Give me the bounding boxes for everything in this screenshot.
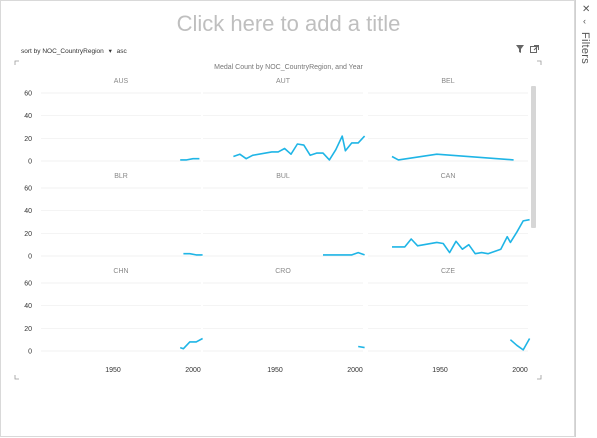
series-line-chn xyxy=(179,337,203,350)
title-placeholder[interactable]: Click here to add a title xyxy=(176,11,401,36)
resize-handle xyxy=(537,60,542,65)
sort-field[interactable]: NOC_CountryRegion xyxy=(42,48,104,55)
panel-title: AUT xyxy=(276,78,291,85)
chevron-left-icon[interactable]: ‹ xyxy=(583,16,586,26)
resize-handle xyxy=(537,375,542,380)
x-tick-label: 1950 xyxy=(267,367,283,374)
panel-title: BEL xyxy=(441,78,454,85)
y-tick-label: 60 xyxy=(24,186,32,193)
series-line-aut xyxy=(233,135,366,161)
filters-label[interactable]: Filters xyxy=(579,32,591,65)
y-tick-label: 60 xyxy=(24,281,32,288)
panel-title: BLR xyxy=(114,173,128,180)
small-multiples-chart: AUS 0 20 40 60 AUT BEL BLR 0 20 40 60 BUL CAN CHN 0 20 40… xyxy=(14,60,542,380)
sort-order[interactable]: asc xyxy=(116,48,127,55)
y-tick-label: 60 xyxy=(24,91,32,98)
panel-title: AUS xyxy=(114,78,129,85)
y-tick-label: 40 xyxy=(24,208,32,215)
x-tick-label: 2000 xyxy=(512,367,528,374)
resize-handle xyxy=(14,60,19,65)
filters-pane[interactable]: ✕ ‹ Filters xyxy=(575,0,597,437)
scrollbar-thumb xyxy=(531,86,536,228)
y-tick-label: 40 xyxy=(24,113,32,120)
panel-title: BUL xyxy=(276,173,290,180)
y-tick-label: 40 xyxy=(24,303,32,310)
resize-handle xyxy=(14,375,19,380)
y-tick-label: 0 xyxy=(28,349,32,356)
series-line-can xyxy=(392,218,530,255)
popout-icon[interactable] xyxy=(529,45,539,55)
close-icon[interactable]: ✕ xyxy=(582,4,591,15)
y-tick-label: 20 xyxy=(24,136,32,143)
sort-dropdown-icon[interactable]: ▾ xyxy=(108,48,112,55)
x-tick-label: 1950 xyxy=(105,367,121,374)
panel-title: CHN xyxy=(113,268,128,275)
panel-title: CRO xyxy=(275,268,291,275)
x-tick-label: 2000 xyxy=(347,367,363,374)
x-tick-label: 2000 xyxy=(185,367,201,374)
panel-title: CAN xyxy=(441,173,456,180)
y-tick-label: 0 xyxy=(28,254,32,261)
sort-prefix: sort by xyxy=(21,48,41,55)
series-line-blr xyxy=(183,252,203,256)
chart-title: Medal Count by NOC_CountryRegion, and Ye… xyxy=(214,64,363,71)
series-line-bul xyxy=(323,251,365,256)
series-line-bel xyxy=(391,153,514,161)
funnel-icon[interactable] xyxy=(516,45,524,55)
report-canvas: Click here to add a title sort by NOC_Co… xyxy=(0,0,575,437)
sort-control[interactable]: sort by NOC_CountryRegion ▾ asc xyxy=(21,47,127,55)
y-tick-label: 20 xyxy=(24,231,32,238)
series-line-aus xyxy=(180,157,200,161)
x-tick-label: 1950 xyxy=(432,367,448,374)
series-line-cze xyxy=(509,338,531,351)
series-line-cro xyxy=(358,345,365,349)
y-tick-label: 0 xyxy=(28,159,32,166)
y-tick-label: 20 xyxy=(24,326,32,333)
visual-tools xyxy=(516,45,542,55)
panel-title: CZE xyxy=(441,268,455,275)
